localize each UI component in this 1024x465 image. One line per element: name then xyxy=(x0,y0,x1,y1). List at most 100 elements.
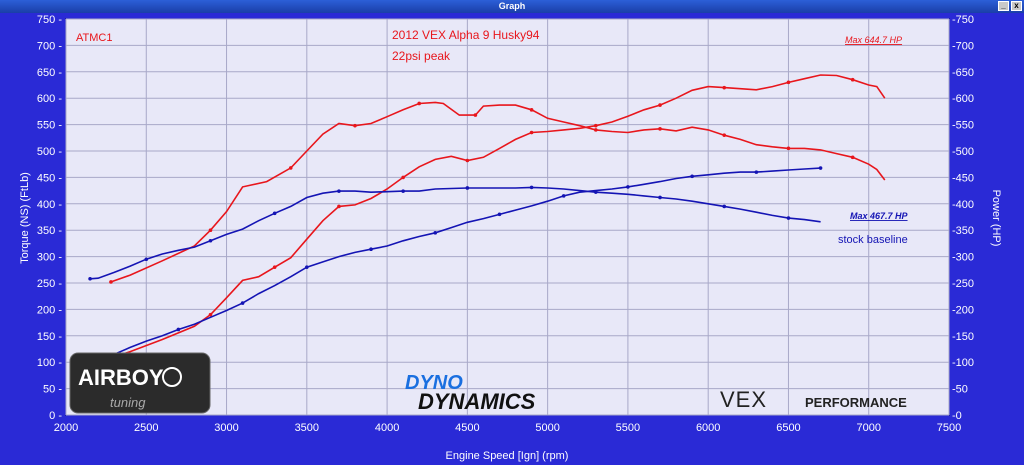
airboy-logo: AIRBOY tuning xyxy=(69,352,211,414)
x-tick-label: 5000 xyxy=(535,422,559,434)
red-torque-point xyxy=(786,146,791,151)
left-tick-label: 0 - xyxy=(49,410,62,422)
blue-power-point xyxy=(240,301,245,305)
window-titlebar: Graph _ x xyxy=(0,0,1024,13)
left-tick-labels: 0 - 50 - 100 - 150 - 200 - 250 - 300 - 350 - 400… xyxy=(37,14,62,422)
x-tick-label: 3500 xyxy=(295,422,319,434)
blue-torque-line xyxy=(90,186,821,280)
right-tick-labels: -0 -50 -100 -150 -200 -250 -300 -350 -400 -450 -50… xyxy=(952,14,974,422)
blue-power-point xyxy=(754,170,759,174)
red-torque-point xyxy=(529,108,534,112)
right-tick-label: -550 xyxy=(952,120,974,132)
x-tick-label: 7000 xyxy=(856,422,880,434)
right-tick-label: -100 xyxy=(952,357,974,369)
blue-torque-point xyxy=(272,211,277,216)
left-tick-label: 200 - xyxy=(37,304,62,316)
dyno-chart: 2000 2500 3000 3500 4000 4500 5000 5500 6000 6500… xyxy=(19,14,1002,462)
blue-power-point xyxy=(690,174,694,179)
left-tick-label: 500 - xyxy=(37,146,62,158)
left-axis-label: Torque (NS) (FtLb) xyxy=(19,172,31,264)
red-power-point xyxy=(208,312,213,317)
right-tick-label: -150 xyxy=(952,331,974,343)
right-tick-label: -200 xyxy=(952,304,974,316)
left-tick-label: 400 - xyxy=(37,199,62,211)
chart-title-line1: 2012 VEX Alpha 9 Husky94 xyxy=(392,28,540,42)
blue-power-point xyxy=(176,327,181,332)
blue-torque-point xyxy=(88,276,92,281)
left-tick-label: 250 - xyxy=(37,278,62,290)
right-tick-label: -700 xyxy=(952,40,974,52)
blue-power-point xyxy=(433,231,438,235)
red-torque-point xyxy=(208,228,213,232)
left-tick-label: 300 - xyxy=(37,252,62,264)
left-tick-label: 750 - xyxy=(37,14,62,26)
x-tick-label: 2000 xyxy=(54,422,78,434)
x-tick-label: 4000 xyxy=(375,422,399,434)
red-power-line xyxy=(110,74,886,359)
red-torque-point xyxy=(594,128,598,132)
red-torque-point xyxy=(473,113,478,117)
red-torque-line xyxy=(110,101,886,283)
blue-torque-point xyxy=(401,189,405,193)
red-torque-point xyxy=(288,166,293,170)
left-tick-label: 100 - xyxy=(37,357,62,369)
red-power-point xyxy=(529,130,534,135)
blue-power-line xyxy=(113,167,821,356)
right-axis-label: Power (HP) xyxy=(990,190,1002,247)
right-tick-label: -50 xyxy=(952,384,968,396)
blue-power-point xyxy=(626,185,630,189)
max-red-label: Max 644.7 HP xyxy=(845,35,902,45)
right-tick-label: -350 xyxy=(952,225,974,237)
series-lines xyxy=(88,74,886,360)
fan-icon xyxy=(162,367,182,387)
vex-logo-subtext: PERFORMANCE xyxy=(805,395,907,410)
vex-logo-text: VEX xyxy=(720,387,767,412)
dyno-dynamics-logo: DYNO DYNAMICS xyxy=(405,372,536,414)
blue-power-point xyxy=(818,166,823,170)
blue-torque-point xyxy=(208,238,213,243)
left-tick-label: 450 - xyxy=(37,172,62,184)
red-power-point xyxy=(401,175,405,180)
blue-torque-point xyxy=(144,257,149,262)
x-tick-label: 6500 xyxy=(776,422,800,434)
x-tick-label: 7500 xyxy=(937,422,961,434)
blue-torque-point xyxy=(722,204,727,209)
right-tick-label: -250 xyxy=(952,278,974,290)
close-button[interactable]: x xyxy=(1011,1,1022,11)
baseline-label: stock baseline xyxy=(838,234,908,246)
window-title: Graph xyxy=(498,1,526,11)
dyno-logo-top: DYNO xyxy=(405,372,463,394)
x-axis-label: Engine Speed [Ign] (rpm) xyxy=(446,450,569,462)
right-tick-label: -600 xyxy=(952,93,974,105)
left-tick-label: 550 - xyxy=(37,120,62,132)
right-tick-label: -450 xyxy=(952,172,974,184)
vex-performance-logo: VEX PERFORMANCE xyxy=(720,387,907,412)
run-label: ATMC1 xyxy=(76,32,112,44)
blue-torque-point xyxy=(337,189,341,193)
x-tick-label: 5500 xyxy=(616,422,640,434)
right-tick-label: -650 xyxy=(952,67,974,79)
red-power-point xyxy=(594,123,598,128)
red-torque-point xyxy=(109,280,113,284)
red-torque-point xyxy=(353,123,357,128)
red-power-point xyxy=(658,103,662,107)
red-power-point xyxy=(337,204,341,209)
blue-torque-point xyxy=(786,216,791,220)
minimize-button[interactable]: _ xyxy=(998,1,1009,11)
left-tick-label: 350 - xyxy=(37,225,62,237)
airboy-logo-text: AIRBOY xyxy=(78,365,164,390)
left-tick-label: 700 - xyxy=(37,40,62,52)
left-tick-label: 50 - xyxy=(43,384,62,396)
blue-power-point xyxy=(369,247,373,252)
right-tick-label: -500 xyxy=(952,146,974,158)
max-blue-label: Max 467.7 HP xyxy=(850,211,909,221)
blue-power-point xyxy=(305,265,309,269)
plot-area xyxy=(65,18,950,416)
x-tick-label: 4500 xyxy=(455,422,479,434)
right-tick-label: -300 xyxy=(952,252,974,264)
x-tick-label: 2500 xyxy=(134,422,158,434)
right-tick-label: -750 xyxy=(952,14,974,26)
red-torque-point xyxy=(658,127,662,131)
x-tick-label: 3000 xyxy=(214,422,238,434)
